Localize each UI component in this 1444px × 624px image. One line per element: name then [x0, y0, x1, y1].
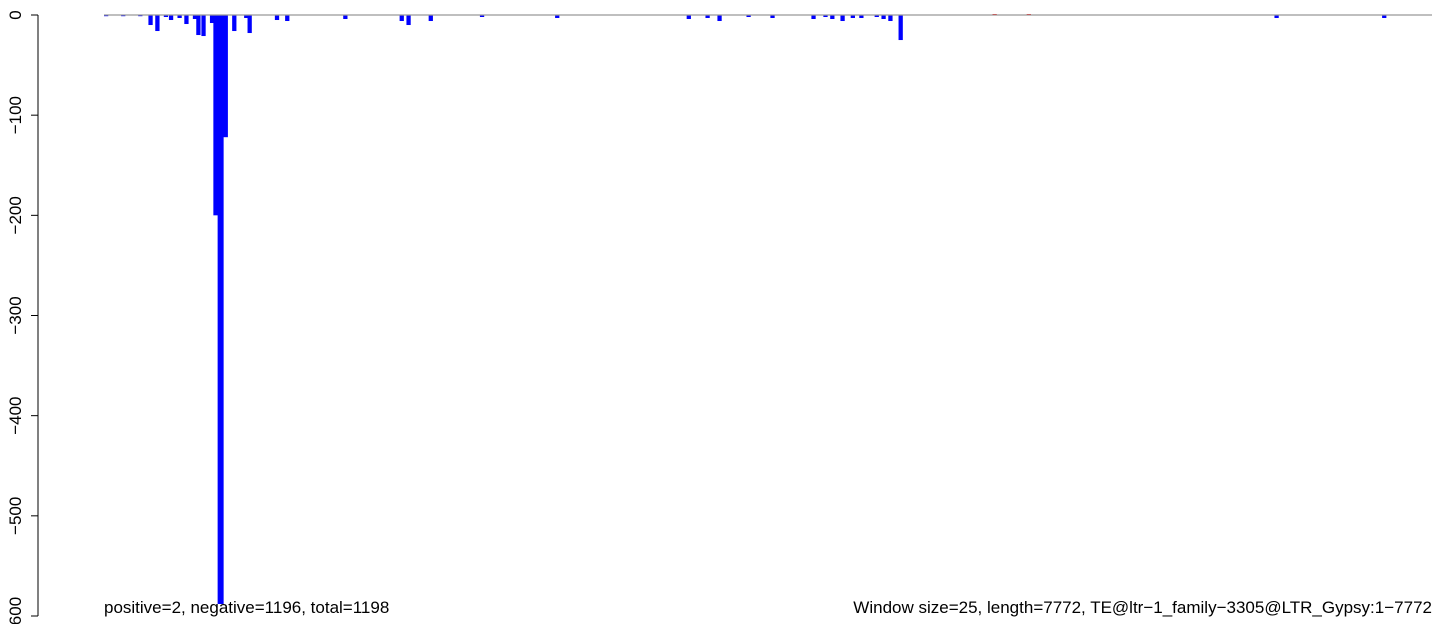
negative-bar [247, 15, 252, 34]
negative-bar [898, 15, 903, 41]
y-tick-label: −300 [6, 296, 25, 334]
negative-bar [406, 15, 411, 26]
negative-bar [717, 15, 722, 22]
negative-bar [201, 15, 206, 37]
negative-bar [168, 15, 174, 21]
y-axis: 0 −100 −200 −300 −400 −500 −600 [6, 10, 39, 624]
negative-bar [859, 15, 864, 19]
negative-bar [555, 15, 560, 19]
negative-bar [686, 15, 691, 20]
negative-bar [840, 15, 845, 22]
negative-bar [705, 15, 710, 19]
negative-bar [428, 15, 433, 22]
negative-bar [104, 15, 109, 17]
negative-bar [285, 15, 290, 22]
negative-bar [874, 15, 879, 18]
negative-bar [343, 15, 348, 20]
negative-bar [888, 15, 893, 22]
negative-bar [138, 15, 143, 17]
negative-bar [479, 15, 485, 18]
y-tick-label: −600 [6, 597, 25, 624]
negative-bar [196, 15, 201, 36]
y-tick-label: −100 [6, 96, 25, 134]
negative-bar [881, 15, 886, 20]
negative-bar [399, 15, 404, 22]
negative-bar [163, 15, 169, 18]
y-tick-label: −400 [6, 397, 25, 435]
negative-bar [217, 15, 224, 604]
negative-bar [221, 15, 228, 138]
negative-bar [209, 15, 215, 24]
y-tick-label: −500 [6, 497, 25, 535]
negative-bar [232, 15, 237, 32]
negative-bar [155, 15, 160, 32]
negative-bar [274, 15, 280, 21]
negative-bar [746, 15, 751, 18]
y-tick-label: −200 [6, 196, 25, 234]
negative-bar [121, 15, 126, 17]
negative-bar [1274, 15, 1279, 19]
negative-bar [177, 15, 182, 19]
negative-bar [1382, 15, 1387, 19]
negative-bar [213, 15, 220, 216]
negative-bar [850, 15, 855, 19]
window-annotation: Window size=25, length=7772, TE@ltr−1_fa… [853, 598, 1432, 617]
negative-bar [811, 15, 816, 20]
bars-group [104, 13, 1387, 604]
negative-bar [823, 15, 828, 18]
negative-bar [830, 15, 835, 20]
counts-annotation: positive=2, negative=1196, total=1198 [104, 598, 389, 617]
negative-bar [192, 15, 198, 20]
negative-bar [244, 15, 249, 19]
y-tick-label: 0 [6, 10, 25, 19]
negative-bar [770, 15, 775, 19]
negative-bar [148, 15, 153, 26]
negative-bar [184, 15, 189, 25]
